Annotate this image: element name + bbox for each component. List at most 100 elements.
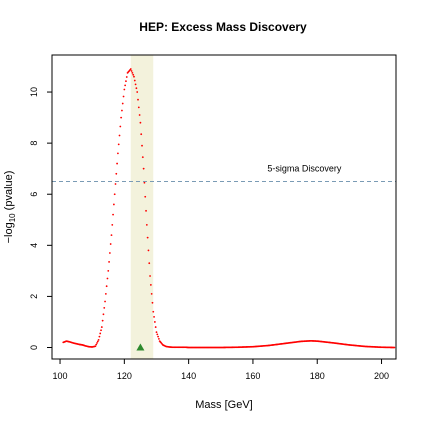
- data-point: [121, 102, 124, 105]
- data-point: [109, 243, 112, 245]
- data-point: [104, 300, 106, 303]
- x-tick-label: 140: [181, 371, 196, 381]
- data-point: [142, 167, 145, 170]
- y-tick-label: 8: [29, 141, 39, 146]
- data-point: [144, 195, 147, 198]
- data-point: [98, 335, 101, 338]
- data-point: [112, 203, 115, 206]
- x-tick-label: 160: [245, 371, 260, 381]
- data-point: [105, 285, 108, 288]
- data-point: [107, 269, 110, 272]
- y-axis-label-sub: 10: [8, 213, 17, 222]
- data-point: [153, 315, 155, 318]
- data-point: [120, 116, 123, 119]
- data-point: [156, 333, 159, 336]
- signal-band: [130, 55, 154, 359]
- y-axis-label-tail: (pvalue): [3, 171, 15, 214]
- data-point: [132, 73, 135, 76]
- data-point: [114, 183, 117, 185]
- data-point: [148, 262, 151, 265]
- data-point: [143, 181, 146, 184]
- x-axis: 100 120 140 160 180 200: [53, 359, 389, 381]
- data-point: [133, 75, 135, 78]
- y-tick-label: 0: [29, 345, 39, 350]
- data-point: [101, 319, 104, 322]
- data-point: [393, 346, 396, 349]
- data-point: [103, 307, 106, 309]
- data-point: [110, 234, 113, 237]
- data-point: [116, 162, 118, 165]
- data-point: [151, 301, 154, 304]
- data-point: [106, 277, 109, 280]
- data-point: [158, 337, 160, 340]
- data-point: [149, 275, 151, 277]
- data-point: [102, 313, 105, 316]
- data-point: [137, 98, 139, 101]
- data-point: [94, 345, 97, 348]
- data-point: [152, 310, 155, 313]
- plot-frame: [51, 54, 397, 360]
- data-point: [119, 125, 122, 128]
- threshold-label: 5-sigma Discovery: [267, 163, 342, 173]
- data-point: [129, 68, 132, 70]
- data-point: [97, 338, 100, 341]
- data-point: [135, 87, 138, 90]
- data-point: [134, 83, 137, 86]
- data-point: [139, 121, 142, 124]
- data-point: [150, 292, 153, 295]
- data-point: [157, 335, 159, 338]
- data-point: [141, 144, 143, 147]
- x-tick-label: 200: [374, 371, 389, 381]
- data-point: [141, 156, 144, 159]
- data-point: [154, 326, 157, 328]
- data-point: [138, 114, 141, 116]
- data-point: [100, 326, 103, 328]
- data-point: [131, 71, 134, 74]
- data-point: [113, 193, 116, 196]
- x-tick-label: 180: [310, 371, 325, 381]
- data-point: [100, 329, 102, 332]
- data-point: [145, 209, 147, 212]
- y-axis-label-main: −log: [3, 222, 15, 243]
- y-tick-label: 2: [29, 294, 39, 299]
- data-point: [117, 152, 119, 155]
- data-point: [117, 143, 120, 146]
- x-axis-label: Mass [GeV]: [195, 399, 252, 411]
- y-tick-label: 4: [29, 243, 39, 248]
- data-point: [115, 172, 118, 175]
- data-point: [140, 133, 143, 136]
- data-point: [125, 76, 128, 78]
- data-point: [136, 91, 139, 93]
- data-point: [125, 80, 127, 83]
- chart-title: HEP: Excess Mass Discovery: [139, 20, 307, 34]
- data-point: [123, 88, 126, 91]
- data-point: [99, 332, 102, 335]
- data-point: [153, 321, 156, 323]
- data-point: [96, 342, 98, 344]
- data-point: [155, 331, 158, 334]
- y-axis: 0 2 4 6 8 10: [29, 87, 52, 350]
- data-point: [130, 70, 133, 72]
- series-points: [62, 68, 396, 349]
- data-point: [133, 79, 136, 82]
- data-point: [111, 223, 114, 226]
- data-point: [124, 84, 127, 87]
- data-point: [145, 223, 148, 226]
- data-point: [108, 261, 110, 263]
- signal-marker: [136, 343, 145, 351]
- data-point: [108, 252, 111, 254]
- data-point: [95, 343, 98, 346]
- x-tick-label: 120: [117, 371, 132, 381]
- data-point: [146, 236, 149, 239]
- y-tick-label: 10: [29, 87, 39, 97]
- data-point: [104, 292, 107, 295]
- y-axis-label: −log10 (pvalue): [3, 171, 17, 244]
- data-point: [137, 106, 140, 109]
- data-point: [121, 109, 123, 112]
- data-point: [96, 340, 99, 343]
- data-point: [112, 213, 114, 216]
- data-point: [147, 249, 150, 252]
- data-point: [118, 134, 121, 137]
- data-point: [149, 284, 152, 286]
